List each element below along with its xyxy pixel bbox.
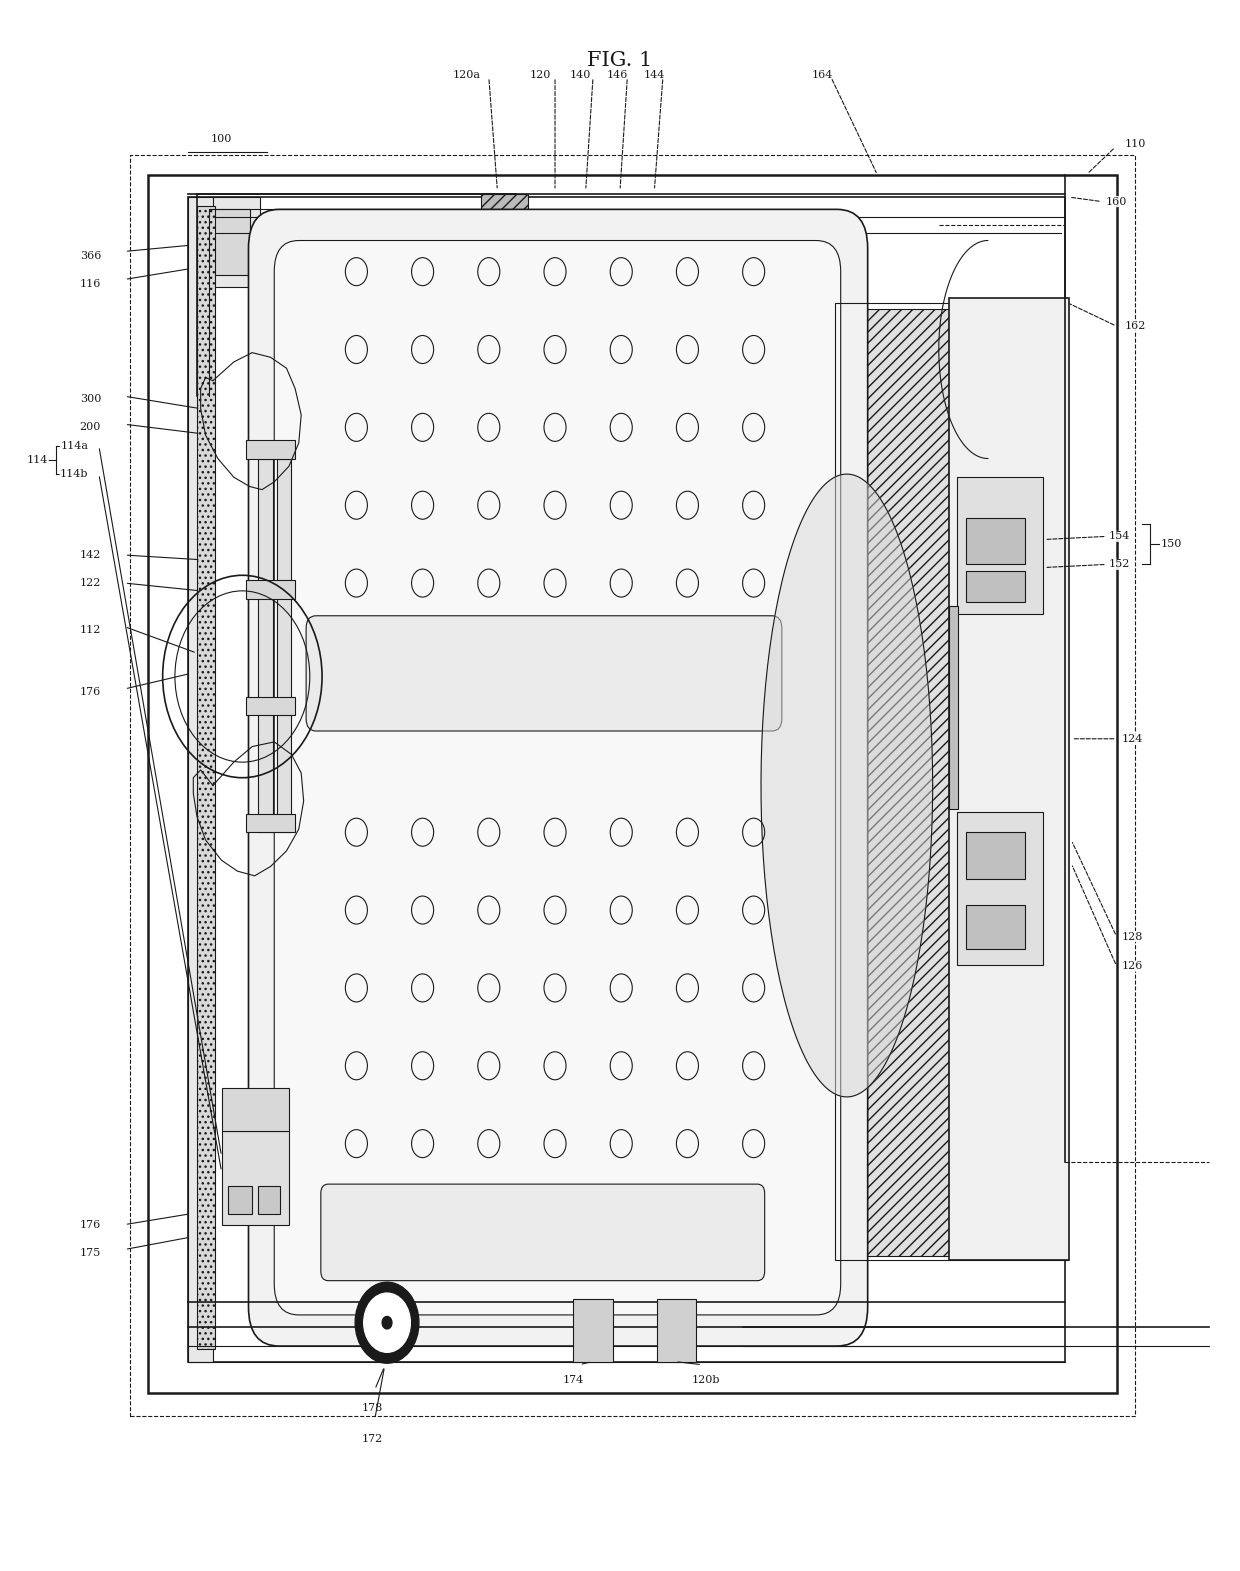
- Bar: [573, 1299, 613, 1362]
- FancyBboxPatch shape: [248, 209, 868, 1346]
- Text: 300: 300: [79, 394, 100, 404]
- FancyBboxPatch shape: [306, 616, 782, 731]
- Text: 175: 175: [79, 1247, 100, 1258]
- Bar: [222, 1087, 289, 1131]
- Text: 174: 174: [563, 1375, 584, 1386]
- Bar: [966, 570, 1024, 602]
- Text: 366: 366: [79, 251, 100, 261]
- Text: 124: 124: [1122, 734, 1143, 743]
- Bar: [188, 196, 1065, 1362]
- Text: 152: 152: [1109, 559, 1130, 569]
- Bar: [246, 814, 295, 833]
- Bar: [957, 812, 1043, 965]
- Bar: [197, 206, 216, 1349]
- Text: 176: 176: [79, 1219, 100, 1230]
- Text: 146: 146: [606, 71, 629, 80]
- Text: 176: 176: [79, 687, 100, 698]
- Text: FIG. 1: FIG. 1: [588, 50, 652, 69]
- Bar: [657, 1299, 696, 1362]
- Bar: [838, 309, 949, 1255]
- Text: 164: 164: [812, 71, 833, 80]
- Bar: [222, 1131, 289, 1225]
- Bar: [966, 905, 1024, 949]
- Bar: [949, 606, 959, 809]
- Text: 160: 160: [1106, 196, 1127, 206]
- Text: 100: 100: [211, 134, 232, 145]
- Text: 110: 110: [1125, 138, 1146, 149]
- FancyBboxPatch shape: [274, 240, 841, 1315]
- Bar: [246, 440, 295, 459]
- Text: 172: 172: [362, 1434, 383, 1444]
- Bar: [258, 1186, 280, 1214]
- Circle shape: [355, 1282, 419, 1364]
- Circle shape: [382, 1316, 392, 1329]
- Text: 140: 140: [570, 71, 591, 80]
- Text: 154: 154: [1109, 531, 1130, 542]
- Text: 114: 114: [27, 456, 48, 465]
- Bar: [148, 174, 1116, 1393]
- Text: 144: 144: [644, 71, 665, 80]
- FancyBboxPatch shape: [321, 1185, 765, 1280]
- Text: 116: 116: [79, 280, 100, 289]
- Text: 126: 126: [1122, 961, 1143, 971]
- Bar: [246, 580, 295, 599]
- Bar: [966, 518, 1024, 564]
- Bar: [197, 209, 249, 275]
- Bar: [188, 196, 259, 287]
- Text: 142: 142: [79, 550, 100, 559]
- Text: 128: 128: [1122, 932, 1143, 941]
- Bar: [957, 478, 1043, 614]
- Text: 150: 150: [1161, 539, 1183, 550]
- Bar: [949, 298, 1069, 1260]
- Text: 200: 200: [79, 423, 100, 432]
- Text: 162: 162: [1125, 320, 1146, 331]
- Circle shape: [363, 1293, 410, 1353]
- Bar: [835, 303, 1068, 1260]
- Bar: [481, 193, 528, 233]
- Text: 112: 112: [79, 625, 100, 635]
- Bar: [277, 459, 291, 833]
- Text: 120a: 120a: [453, 71, 481, 80]
- Text: 114b: 114b: [60, 470, 88, 479]
- Bar: [188, 196, 213, 1362]
- Text: 122: 122: [79, 578, 100, 588]
- Text: 120: 120: [529, 71, 551, 80]
- Bar: [228, 1186, 252, 1214]
- Bar: [246, 698, 295, 715]
- Bar: [966, 833, 1024, 878]
- Text: 120b: 120b: [692, 1375, 720, 1386]
- Text: 114a: 114a: [61, 441, 88, 451]
- Bar: [129, 156, 1135, 1415]
- Polygon shape: [761, 474, 932, 1097]
- Bar: [258, 459, 273, 833]
- Text: 178: 178: [362, 1403, 383, 1414]
